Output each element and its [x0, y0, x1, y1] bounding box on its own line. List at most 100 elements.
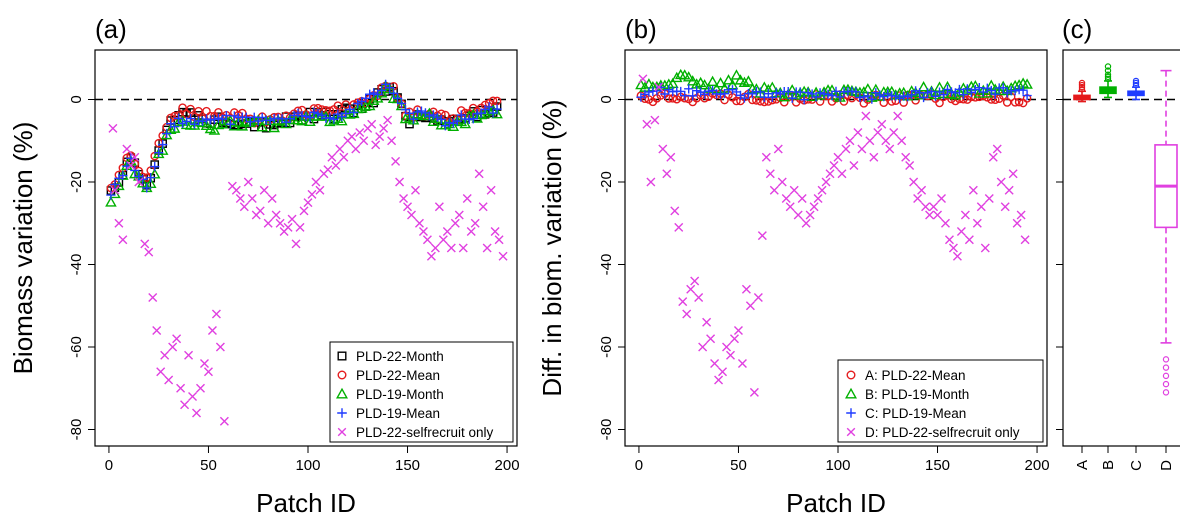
data-point [484, 102, 494, 112]
data-point [1022, 90, 1032, 101]
data-point [973, 87, 986, 98]
data-point [841, 144, 851, 154]
data-point [335, 144, 345, 154]
data-point [118, 170, 128, 181]
data-point [388, 88, 399, 98]
data-point [454, 210, 464, 220]
boxplots-c [1073, 63, 1178, 396]
data-point [490, 227, 500, 236]
data-point [915, 88, 925, 98]
outlier-point [1162, 389, 1170, 396]
data-point [498, 251, 508, 261]
data-point [968, 185, 978, 195]
data-point [168, 342, 178, 352]
data-point [327, 152, 337, 162]
data-point [315, 185, 325, 195]
data-point [964, 235, 974, 245]
data-point [801, 218, 811, 228]
data-point [118, 235, 128, 245]
data-point [767, 92, 777, 103]
data-point [823, 89, 833, 99]
data-point [446, 243, 456, 253]
data-point [766, 81, 779, 92]
x-tick-label: 150 [395, 457, 420, 474]
plot-frame-b [624, 49, 1048, 447]
data-point [755, 87, 765, 97]
data-point [901, 152, 911, 162]
data-point [1012, 218, 1022, 228]
legend-label: B: PLD-19-Month [865, 387, 969, 402]
data-point [392, 93, 403, 103]
data-point [422, 235, 432, 245]
y-tick-label: -40 [68, 254, 85, 276]
outlier-point [1078, 81, 1086, 89]
data-point [704, 86, 714, 96]
data-point [313, 109, 323, 119]
data-point [684, 84, 694, 94]
data-point [247, 194, 257, 203]
data-point [733, 326, 743, 335]
data-point [462, 194, 472, 203]
data-point [654, 82, 664, 92]
data-point [857, 144, 867, 154]
data-point [929, 202, 939, 212]
data-point [640, 89, 650, 99]
y-tick-label: 0 [598, 95, 615, 103]
plot-frame-c [1062, 49, 1180, 447]
data-point [664, 85, 674, 95]
data-point [956, 227, 966, 236]
data-point [478, 202, 488, 212]
data-point [769, 185, 779, 195]
data-point [809, 202, 819, 212]
data-point [416, 106, 427, 116]
y-tick-label: -80 [68, 419, 85, 441]
x-tick-label: 200 [495, 457, 520, 474]
data-point [714, 77, 727, 88]
legend-marker [846, 427, 856, 437]
data-point [988, 152, 998, 162]
data-point [706, 75, 719, 87]
data-point [180, 400, 190, 410]
data-point [215, 342, 225, 352]
data-point [696, 87, 706, 97]
category-label: D [1158, 460, 1175, 471]
data-point [309, 107, 319, 117]
data-point [694, 293, 704, 302]
data-point [833, 152, 843, 162]
data-point [821, 177, 831, 187]
legend-label: PLD-19-Month [356, 387, 444, 402]
data-point [765, 169, 775, 179]
data-point [891, 91, 901, 101]
legend-label: PLD-22-Mean [356, 368, 440, 383]
data-point [737, 359, 747, 368]
outlier-point [1104, 63, 1112, 70]
data-point [256, 121, 269, 132]
data-point [146, 172, 156, 183]
outlier-point [1132, 77, 1140, 85]
data-point [385, 83, 395, 93]
data-point [873, 128, 883, 137]
data-point [369, 88, 379, 98]
data-point [459, 117, 472, 129]
data-point [347, 132, 357, 142]
data-point [379, 123, 389, 133]
outlier-point [1132, 81, 1140, 89]
data-point [813, 194, 823, 203]
data-point [980, 243, 990, 253]
data-point [849, 161, 859, 170]
data-point [448, 118, 458, 128]
panel-a: (a) Patch ID Biomass variation (%) -80 -6… [8, 14, 520, 518]
data-point [787, 93, 797, 103]
data-point [172, 334, 182, 344]
data-point [851, 87, 861, 97]
data-point [909, 177, 919, 187]
data-point [450, 218, 460, 228]
data-point [430, 243, 440, 253]
y-axis-label-a: Biomass variation (%) [8, 122, 38, 375]
data-point [682, 71, 695, 82]
data-point [918, 92, 929, 103]
data-point [466, 227, 476, 236]
data-point [361, 93, 371, 103]
data-point [935, 98, 944, 108]
